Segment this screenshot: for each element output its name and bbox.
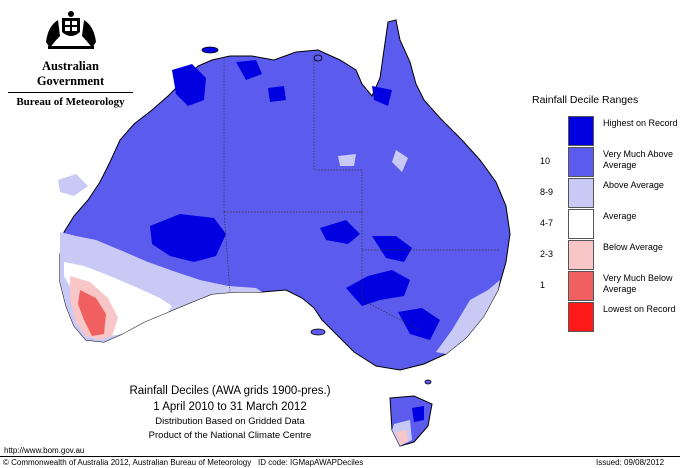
map-caption: Rainfall Deciles (AWA grids 1900-pres.) … [95, 385, 365, 441]
highest-record-arnhem [236, 60, 262, 80]
legend-category-label: Below Average [603, 242, 663, 252]
issued-date-text: Issued: 09/08/2012 [596, 458, 665, 467]
footer-bar: © Commonwealth of Australia 2012, Austra… [0, 456, 680, 468]
above-average-north-cape [392, 150, 408, 172]
legend-swatch [568, 240, 594, 270]
tasmania-highest-record [412, 406, 424, 422]
legend-range-label: 2-3 [540, 249, 554, 259]
above-average-queensland-patch [338, 154, 356, 166]
legend-category-label: Lowest on Record [603, 304, 676, 314]
caption-note-product: Product of the National Climate Centre [148, 430, 312, 441]
legend-row: 10 Very Much Above Average [532, 147, 680, 178]
state-borders [223, 60, 500, 331]
legend-category-label: Very Much Above Average [603, 149, 674, 170]
header-divider [8, 92, 133, 93]
highest-record-victoria [398, 308, 440, 340]
legend-row: 2-3 Below Average [532, 240, 680, 271]
very-much-below-average-southwest [78, 290, 106, 336]
caption-period: 1 April 2010 to 31 March 2012 [153, 401, 307, 413]
melville-island [201, 46, 219, 54]
legend-range-label: 8-9 [540, 187, 554, 197]
legend-category-label: Very Much Below Average [603, 273, 673, 294]
highest-record-qld-south [372, 236, 412, 262]
highest-record-lake-eyre [320, 220, 360, 244]
id-code-text: ID code: IGMapAWAPDeciles [258, 458, 364, 467]
average-southwest-region [64, 262, 172, 336]
bureau-title: Bureau of Meteorology [16, 96, 125, 108]
above-average-kimberley [58, 174, 88, 196]
government-header: Australian Government Bureau of Meteorol… [8, 8, 133, 108]
legend-swatch [568, 302, 594, 332]
legend-row: 1 Very Much Below Average [532, 271, 680, 302]
legend-swatch [568, 271, 594, 301]
tasmania-below-average [396, 430, 408, 445]
flinders-island [424, 379, 432, 385]
legend-category-label: Average [603, 211, 637, 221]
kangaroo-island [310, 328, 326, 336]
legend-category-label: Highest on Record [603, 118, 678, 128]
map-legend: Rainfall Decile Ranges Highest on Record… [532, 94, 680, 333]
groote-island [313, 54, 323, 62]
legend-swatch [568, 209, 594, 239]
above-average-east-coast [436, 280, 500, 354]
legend-range-label: 1 [540, 280, 546, 290]
bom-url: http://www.bom.gov.au [4, 446, 85, 455]
legend-title: Rainfall Decile Ranges [532, 94, 639, 106]
legend-row: 4-7 Average [532, 209, 680, 240]
legend-swatch [568, 178, 594, 208]
caption-note-distribution: Distribution Based on Gridded Data [155, 416, 305, 427]
highest-record-north-qld [372, 86, 392, 106]
legend-row: Highest on Record [532, 116, 680, 147]
copyright-text: © Commonwealth of Australia 2012, Austra… [3, 458, 252, 467]
legend-row: 8-9 Above Average [532, 178, 680, 209]
legend-swatch [568, 147, 594, 177]
legend-category-label: Above Average [603, 180, 664, 190]
legend-swatch [568, 116, 594, 146]
highest-record-gulf [268, 86, 286, 102]
caption-title: Rainfall Deciles (AWA grids 1900-pres.) [129, 385, 331, 397]
legend-range-label: 10 [540, 156, 551, 166]
legend-row: Lowest on Record [532, 302, 680, 333]
legend-rows: Highest on Record 10 Very Much Above Avera… [532, 116, 680, 333]
highest-record-central [150, 214, 226, 262]
government-title: Australian Government [36, 59, 105, 88]
legend-range-label: 4-7 [540, 218, 554, 228]
highest-record-top-end [172, 64, 206, 106]
commonwealth-coat-of-arms-icon [45, 11, 96, 49]
